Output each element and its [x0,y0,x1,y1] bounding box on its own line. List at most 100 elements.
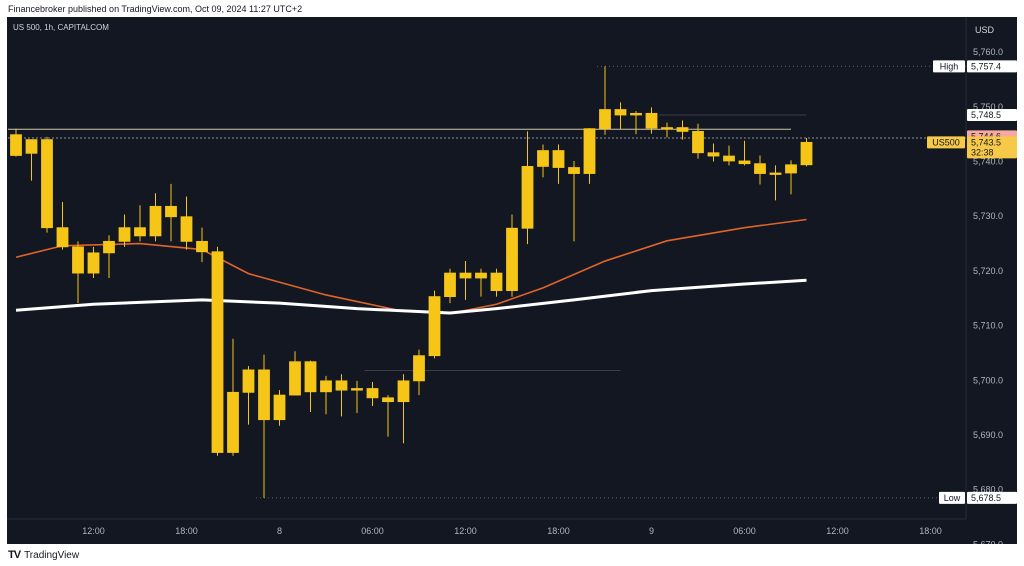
candlestick-chart[interactable]: US 500, 1h, CAPITALCOM USD 5,770.05,760.… [7,0,1017,549]
candle-body-up [475,272,487,279]
candle-body-down [196,240,208,253]
x-tick-label: 06:00 [733,526,756,536]
y-tick-label: 5,700.0 [973,375,1003,385]
y-tick-label: 5,750.0 [973,102,1003,112]
candle-body-up [630,112,642,116]
x-tick-label: 18:00 [547,526,570,536]
x-axis-labels: 12:00 18:00 8 06:00 12:00 18:00 9 06:00 12:00 18:… [82,526,942,536]
y-tick-label: 5,740.0 [973,157,1003,167]
candle-body-down [335,380,348,391]
candle-body-down [459,272,472,279]
price-marker-text: 5,743.5 [971,137,1001,147]
price-marker-box [967,136,1017,159]
candle-body-up [599,109,611,130]
chart-panel[interactable]: US 500, 1h, CAPITALCOM USD 5,770.05,760.… [7,0,1017,549]
candle-body-up [537,150,549,167]
published-caption: Financebroker published on TradingView.c… [8,4,303,14]
price-marker-text: 5,744.6 [971,131,1001,141]
candle-body-up [103,240,115,254]
candle-body-up [227,391,239,453]
candle-body-down [490,272,503,291]
candle-body-down [165,205,177,218]
tradingview-mark-icon: TV [8,549,21,561]
x-tick-label: 18:00 [175,526,198,536]
candle-body-down [10,134,22,156]
y-tick-label: 5,720.0 [973,266,1003,276]
candle-body-up [397,380,410,403]
candle-body-down [56,227,69,248]
candle-body-up [506,227,518,291]
x-tick-label: 06:00 [361,526,384,536]
candle-body-down [568,167,580,174]
candle-body-down [552,150,565,168]
candle-body-up [351,388,363,391]
x-tick-label: 12:00 [826,526,849,536]
candle-body-down [304,361,317,393]
candle-body-up [242,369,255,393]
candle-body-down [614,109,627,116]
candle-body-up [149,205,162,237]
candle-body-down [707,152,720,157]
candle-body-down [134,227,146,237]
candle-body-down [645,112,658,129]
currency-label: USD [975,25,995,35]
moving-averages [15,218,807,315]
candle-body-down [258,369,270,421]
candle-body-down [180,216,193,242]
candle-body-up [800,141,813,166]
candle-body-down [676,127,689,132]
candle-body-down [382,397,394,403]
y-tick-label: 5,680.0 [973,485,1003,495]
x-tick-label: 12:00 [82,526,105,536]
price-marker-text: 5,748.5 [971,110,1001,120]
candle-body-up [273,394,286,421]
price-tag-text: High [940,61,959,71]
y-tick-label: 5,760.0 [973,47,1003,57]
footer-bar: TV TradingView [0,544,1024,566]
candle-body-up [661,127,673,130]
candle-body-up [118,227,131,242]
y-tick-label: 5,690.0 [973,430,1003,440]
price-tag-box [933,60,965,73]
x-tick-label: 9 [649,526,654,536]
price-tag-box [939,491,965,504]
candle-body-down [692,131,704,154]
candle-body-down [723,155,735,162]
candle-body-down [754,163,766,174]
moving-average-white [15,278,807,315]
candle-body-down [41,139,53,229]
price-tag-box [927,136,965,149]
candle-body-up [428,296,441,357]
candle-body-down [366,388,379,399]
candle-body-up [769,172,782,175]
y-tick-label: 5,710.0 [973,321,1003,331]
candle-body-down [738,160,751,165]
candles [10,66,813,498]
tradingview-brand: TradingView [24,549,80,561]
candle-body-up [521,166,534,229]
candle-body-down [211,251,224,453]
candle-body-up [444,272,456,298]
price-marker-text: 5,757.4 [971,61,1001,71]
reference-lines [8,65,966,499]
candle-body-up [87,252,100,274]
publisher-bar: Financebroker published on TradingView.c… [0,0,1024,17]
price-tag-text: Low [944,493,961,503]
x-tick-label: 12:00 [454,526,477,536]
x-tick-label: 8 [277,526,282,536]
countdown-text: 32:38 [971,147,994,157]
price-marker-box [967,491,1017,504]
candle-body-up [320,380,332,393]
price-markers: 5,757.4 High 5,748.5 5,744.65,743.532:38 US5… [927,60,1017,504]
candle-body-up [289,361,301,396]
x-tick-label: 18:00 [919,526,942,536]
price-marker-text: 5,678.5 [971,493,1001,503]
candle-body-up [583,128,596,174]
candle-body-up [413,355,425,382]
tradingview-logo[interactable]: TV TradingView [8,549,79,561]
price-tag-text: US500 [932,137,960,147]
candle-body-down [72,246,84,274]
candle-body-up [25,139,38,154]
chart-title: US 500, 1h, CAPITALCOM [13,23,109,32]
candle-body-up [785,164,797,174]
